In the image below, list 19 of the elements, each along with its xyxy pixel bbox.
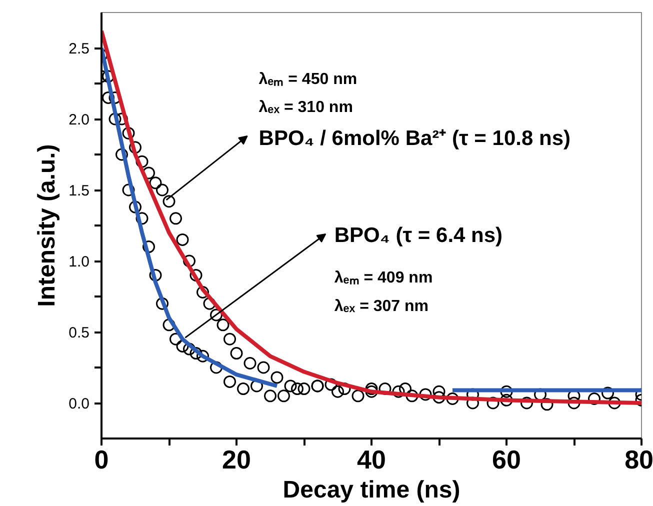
annotation: λₑₓ = 310 nm — [258, 99, 353, 116]
x-tick-label: 0 — [94, 444, 109, 474]
x-tick-label: 80 — [624, 444, 653, 474]
annotation: BPO₄ / 6mol% Ba²⁺ (τ = 10.8 ns) — [258, 127, 570, 150]
x-axis-title: Decay time (ns) — [282, 476, 460, 504]
annotation: λₑₘ = 409 nm — [334, 270, 433, 287]
y-tick-label: 1.5 — [68, 182, 90, 200]
y-tick-label: 2.5 — [68, 40, 90, 58]
y-tick-label: 2.0 — [68, 112, 90, 128]
y-axis-title: Intensity (a.u.) — [34, 144, 61, 307]
annotation: λₑₓ = 307 nm — [334, 298, 429, 315]
x-tick-label: 20 — [222, 444, 251, 474]
y-tick-label: 0.0 — [68, 396, 90, 412]
x-tick-label: 60 — [492, 444, 521, 474]
annotation: λₑₘ = 450 nm — [258, 70, 358, 88]
x-tick-label: 40 — [357, 444, 386, 474]
y-tick-label: 0.5 — [68, 324, 90, 342]
annotation: BPO₄ (τ = 6.4 ns) — [334, 224, 503, 247]
y-tick-label: 1.0 — [68, 254, 90, 270]
